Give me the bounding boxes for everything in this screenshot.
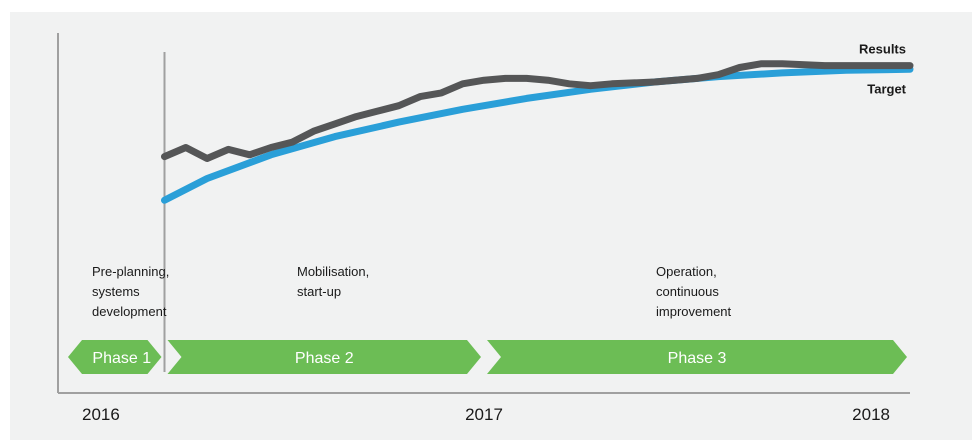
phase-1-description-line: systems	[92, 284, 140, 299]
phase-2-description-line: Mobilisation,	[297, 264, 369, 279]
phase-3-description-line: continuous	[656, 284, 719, 299]
target-line	[161, 65, 914, 204]
phase-1-chevron	[68, 340, 162, 374]
x-tick-label: 2016	[82, 405, 120, 424]
x-axis-ticks: 2016 2017 2018	[82, 405, 890, 424]
x-tick-label: 2017	[465, 405, 503, 424]
axes	[57, 33, 910, 394]
x-tick-label: 2018	[852, 405, 890, 424]
phase-3-chevron	[487, 340, 907, 374]
phase-3-description-line: improvement	[656, 304, 732, 319]
phase-3-description-line: Operation,	[656, 264, 717, 279]
results-series-label: Results	[859, 42, 906, 57]
phase-1-description-line: Pre-planning,	[92, 264, 169, 279]
phase-1-description-line: development	[92, 304, 167, 319]
phase-3-label: Phase 3	[668, 350, 727, 367]
results-line	[161, 60, 914, 162]
phase-2-chevron	[167, 340, 481, 374]
phase-descriptions: Pre-planning, systems development Mobilisat…	[92, 264, 732, 319]
target-series-label: Target	[867, 81, 906, 96]
phase-band: Phase 1 Phase 2 Phase 3	[68, 340, 907, 374]
phase-2-label: Phase 2	[295, 350, 354, 367]
phase-2-description-line: start-up	[297, 284, 341, 299]
phase-1-label: Phase 1	[92, 350, 151, 367]
series-lines: Target Results	[161, 42, 914, 204]
